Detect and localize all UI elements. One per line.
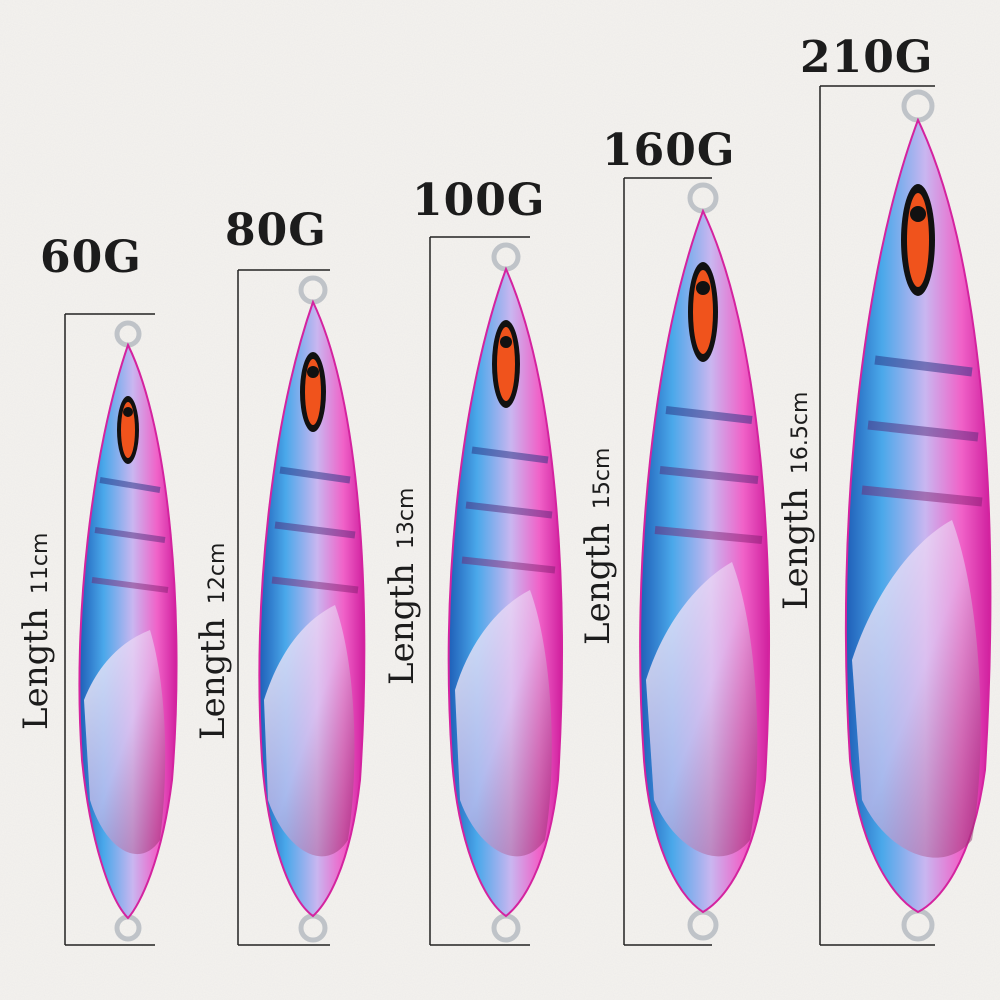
jig-eye-pupil [910, 206, 926, 222]
jig-belly [264, 605, 355, 857]
length-word: Length [193, 618, 233, 740]
bottom-ring [114, 914, 142, 942]
jig-belly [852, 520, 981, 858]
length-value: 11cm [28, 532, 53, 595]
jig-eye-pupil [696, 281, 710, 295]
weight-label-60g: 60G [40, 232, 142, 283]
jig-stripes [654, 406, 763, 544]
jig-60g [64, 313, 178, 946]
top-ring [491, 242, 521, 272]
jig-stripes [91, 477, 169, 593]
jig-80g [237, 269, 366, 946]
jig-eye-pupil [307, 366, 319, 378]
length-word: Length [578, 523, 618, 645]
length-value: 16.5cm [788, 391, 813, 475]
length-label-100g: Length 13cm [382, 488, 422, 685]
length-value: 13cm [394, 487, 419, 550]
top-ring [901, 89, 935, 123]
jig-eye-iris [121, 402, 135, 458]
jig-eye-pupil [123, 407, 133, 417]
bottom-ring [298, 913, 328, 943]
bottom-ring [901, 908, 935, 942]
bottom-ring [491, 913, 521, 943]
weight-label-80g: 80G [225, 205, 327, 256]
weight-label-160g: 160G [602, 125, 736, 176]
jig-160g [623, 177, 771, 946]
weight-label-100g: 100G [412, 175, 546, 226]
jig-belly [455, 590, 552, 857]
length-value: 12cm [205, 542, 230, 605]
weight-label-210g: 210G [800, 32, 934, 83]
length-word: Length [776, 488, 816, 610]
length-word: Length [382, 563, 422, 685]
jig-210g [819, 85, 992, 946]
length-label-60g: Length 11cm [16, 533, 56, 730]
jig-eye-pupil [500, 336, 512, 348]
top-ring [687, 182, 719, 214]
length-label-80g: Length 12cm [193, 543, 233, 740]
jig-100g [429, 236, 563, 946]
bottom-ring [687, 909, 719, 941]
jig-belly [646, 562, 758, 857]
length-value: 15cm [590, 447, 615, 510]
jig-stripes [861, 355, 983, 507]
length-label-210g: Length 16.5cm [776, 392, 816, 610]
length-label-160g: Length 15cm [578, 448, 618, 645]
length-word: Length [16, 608, 56, 730]
jig-stripes [271, 466, 359, 594]
top-ring [298, 275, 328, 305]
jig-stripes [461, 446, 556, 574]
top-ring [114, 320, 142, 348]
jig-belly [84, 630, 166, 855]
